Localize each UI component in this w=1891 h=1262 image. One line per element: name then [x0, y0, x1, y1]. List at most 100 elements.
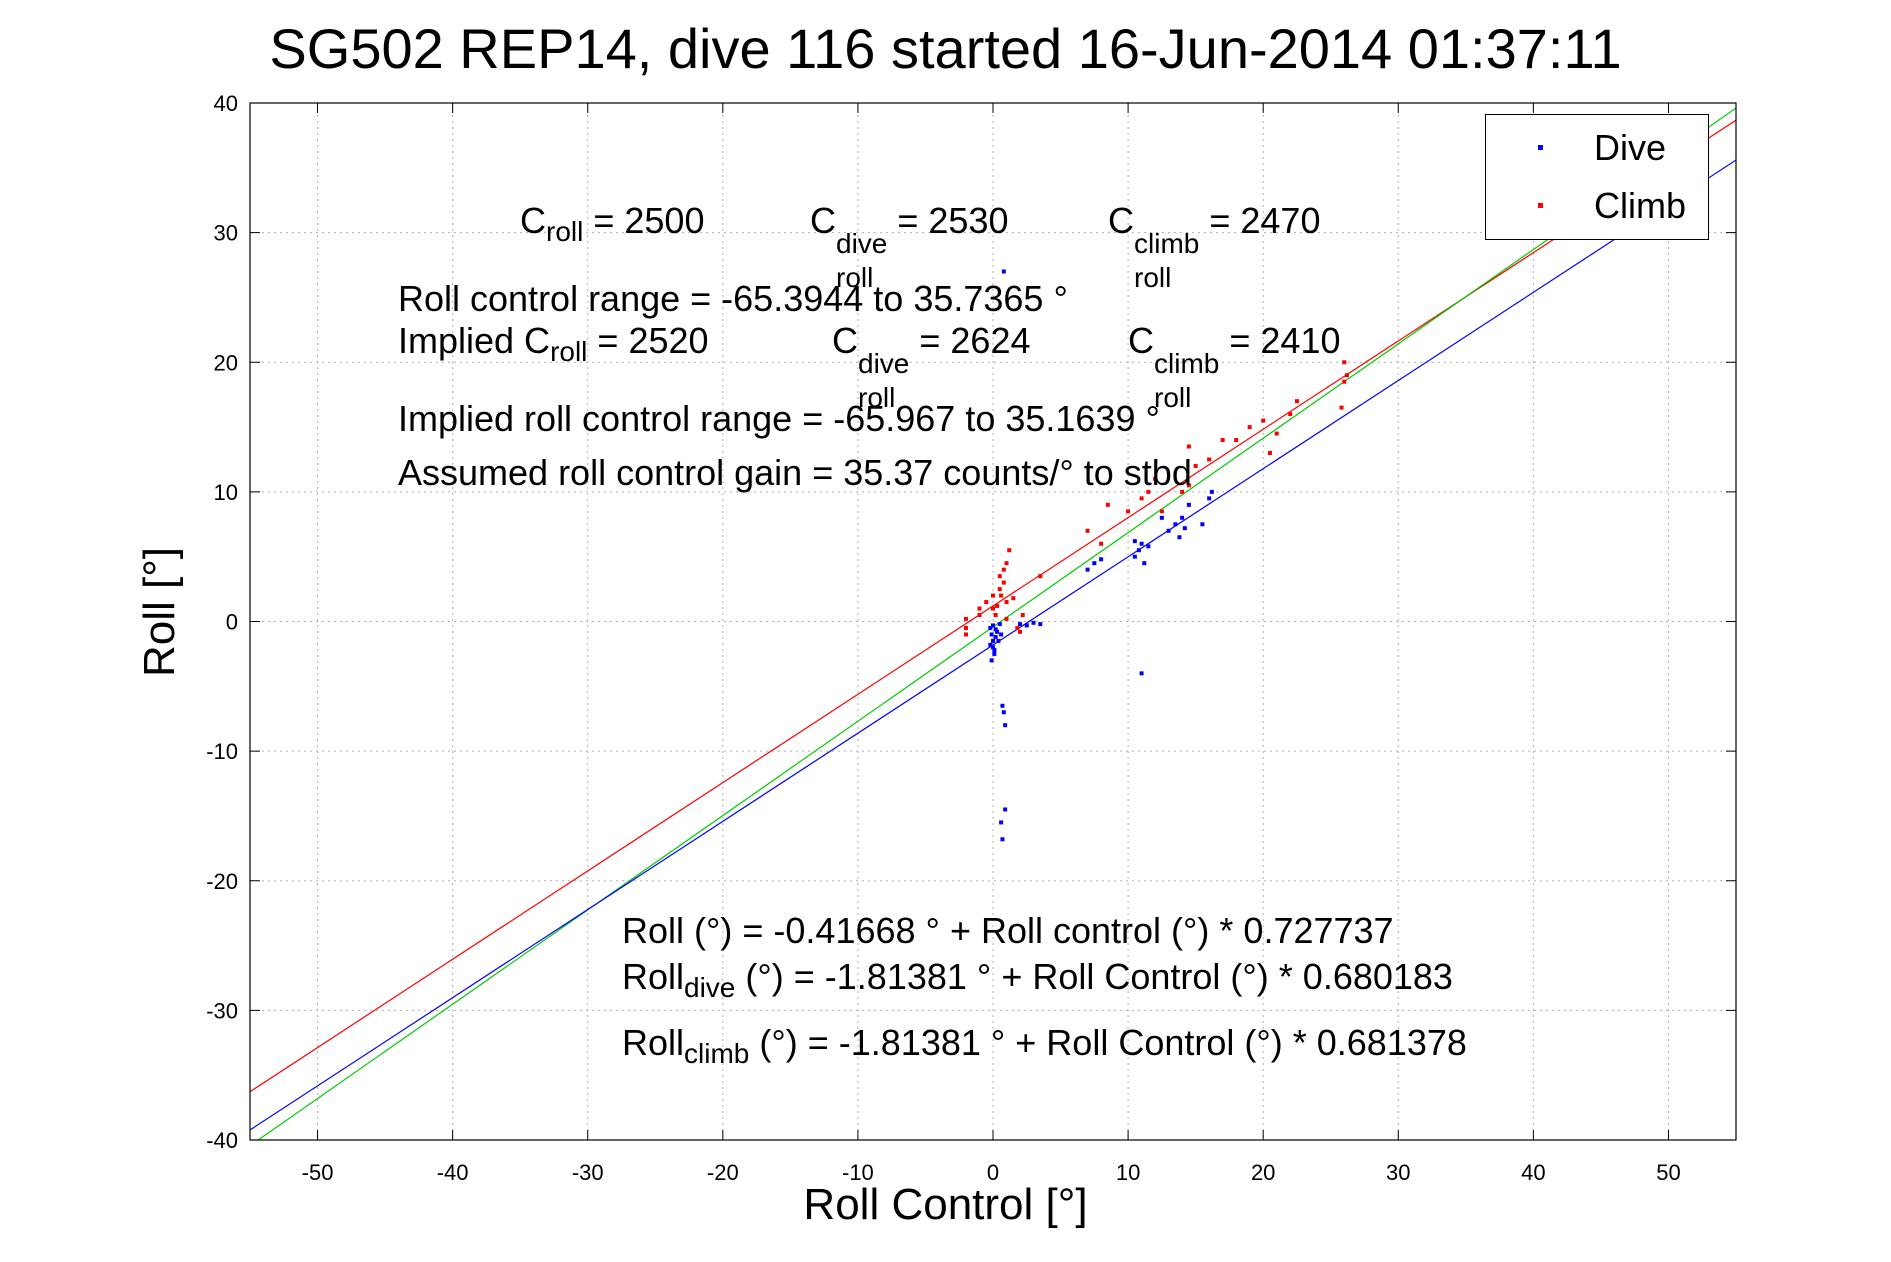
annotation-fit-climb: Rollclimb (°) = -1.81381 ° + Roll Contro… [622, 1022, 1467, 1070]
data-point-dive [989, 658, 994, 663]
data-point-dive [1092, 561, 1097, 566]
data-point-climb [977, 613, 982, 618]
annotation-fit-dive: Rolldive (°) = -1.81381 ° + Roll Control… [622, 956, 1453, 1004]
data-point-climb [1001, 567, 1006, 572]
data-point-climb [977, 606, 982, 611]
annotation-sup-climb: climb [1134, 228, 1200, 259]
data-point-climb [991, 593, 995, 598]
annotation-c-symbol: C [1108, 200, 1134, 241]
data-point-climb [1085, 528, 1090, 533]
data-point-dive [1159, 515, 1164, 520]
annotation-sub-roll: roll [546, 216, 584, 248]
data-point-dive [999, 820, 1004, 825]
data-point-climb [1207, 457, 1212, 462]
annotation-implied-c-roll-value: 2520 [628, 320, 709, 361]
data-points [963, 269, 1349, 842]
data-point-climb [1105, 502, 1110, 507]
data-point-climb [1342, 360, 1347, 365]
data-point-climb [1004, 600, 1009, 605]
data-point-dive [1085, 567, 1090, 572]
data-point-dive [1000, 837, 1005, 842]
data-point-climb [1274, 431, 1279, 436]
data-point-dive [1024, 623, 1029, 628]
annotation-sub-roll: roll [1154, 382, 1192, 413]
data-point-climb [1180, 489, 1185, 494]
annotation-c-symbol: C [520, 200, 546, 241]
data-point-climb [1342, 379, 1347, 384]
y-tick-label: 30 [214, 221, 238, 246]
data-point-dive [1173, 522, 1178, 527]
x-tick-label: 40 [1521, 1160, 1545, 1185]
data-point-dive [1132, 554, 1137, 559]
data-point-dive [1139, 671, 1144, 676]
annotation-implied-range: Implied roll control range = -65.967 to … [398, 398, 1160, 439]
annotation-sub-roll: roll [836, 262, 874, 293]
data-point-dive [991, 638, 995, 643]
data-point-dive [1031, 620, 1036, 625]
data-point-dive [1209, 489, 1214, 494]
annotation-eq: = [583, 200, 625, 241]
data-point-dive [1018, 622, 1023, 627]
data-point-climb [1159, 509, 1164, 514]
data-point-dive [1200, 522, 1205, 527]
data-point-climb [995, 603, 1000, 608]
y-tick-label: -10 [206, 739, 238, 764]
data-point-dive [1000, 703, 1005, 708]
data-point-climb [1294, 399, 1299, 404]
data-point-dive [1099, 557, 1104, 562]
data-point-climb [1139, 496, 1144, 501]
y-tick-label: -20 [206, 869, 238, 894]
data-point-climb [1186, 483, 1191, 488]
data-point-dive [1001, 710, 1006, 715]
annotation-sup-climb: climb [1154, 348, 1220, 379]
data-point-dive [1038, 622, 1043, 627]
y-tick-label: 40 [214, 91, 238, 116]
annotation-implied-c-roll-climb-value: 2410 [1260, 320, 1341, 361]
data-point-climb [1267, 450, 1272, 455]
annotation-eq: = [1199, 200, 1241, 241]
data-point-climb [1153, 476, 1158, 481]
data-point-dive [993, 627, 998, 632]
legend-marker-dive [1538, 145, 1543, 150]
annotation-sup-dive: dive [858, 348, 910, 379]
data-point-dive [995, 629, 1000, 634]
legend-label-dive: Dive [1594, 127, 1667, 168]
fit-line [250, 159, 1736, 1131]
annotation-c-roll-dive-value: 2530 [928, 200, 1009, 241]
data-point-climb [1038, 574, 1043, 579]
data-point-dive [1001, 269, 1006, 274]
legend-label-climb: Climb [1594, 185, 1687, 226]
annotation-implied-c-roll: Implied Croll = 2520 [398, 320, 709, 368]
annotation-eq: = [587, 320, 629, 361]
x-tick-label: -50 [302, 1160, 334, 1185]
data-point-dive [1180, 515, 1185, 520]
axis-ticks [250, 102, 1736, 1141]
annotation-c-roll-climb-value: 2470 [1240, 200, 1321, 241]
x-tick-label: 50 [1656, 1160, 1680, 1185]
data-point-climb [1004, 616, 1009, 621]
data-point-dive [996, 638, 1001, 643]
data-point-dive [989, 632, 994, 637]
data-point-climb [1011, 596, 1016, 601]
data-point-climb [1186, 444, 1191, 449]
y-axis-label: Roll [°] [135, 546, 184, 678]
annotation-gain: Assumed roll control gain = 35.37 counts… [398, 452, 1192, 493]
data-point-dive [988, 642, 993, 647]
annotation-c-roll: Croll = 2500 [520, 200, 704, 248]
data-point-climb [999, 593, 1004, 598]
x-tick-label: 0 [987, 1160, 999, 1185]
data-point-climb [1247, 425, 1252, 430]
data-point-climb [963, 625, 968, 630]
data-point-climb [997, 587, 1002, 592]
data-point-climb [1344, 373, 1349, 378]
annotation-fit-dive-text: (°) = -1.81381 ° + Roll Control (°) * 0.… [735, 956, 1453, 997]
annotation-sub-dive: dive [684, 972, 736, 1004]
data-point-dive [1166, 528, 1171, 533]
data-point-dive [999, 632, 1004, 637]
data-point-dive [1136, 548, 1141, 553]
data-point-dive [1207, 496, 1212, 501]
annotation-implied-c-roll-dive-value: 2624 [950, 320, 1031, 361]
data-point-dive [1177, 535, 1182, 540]
